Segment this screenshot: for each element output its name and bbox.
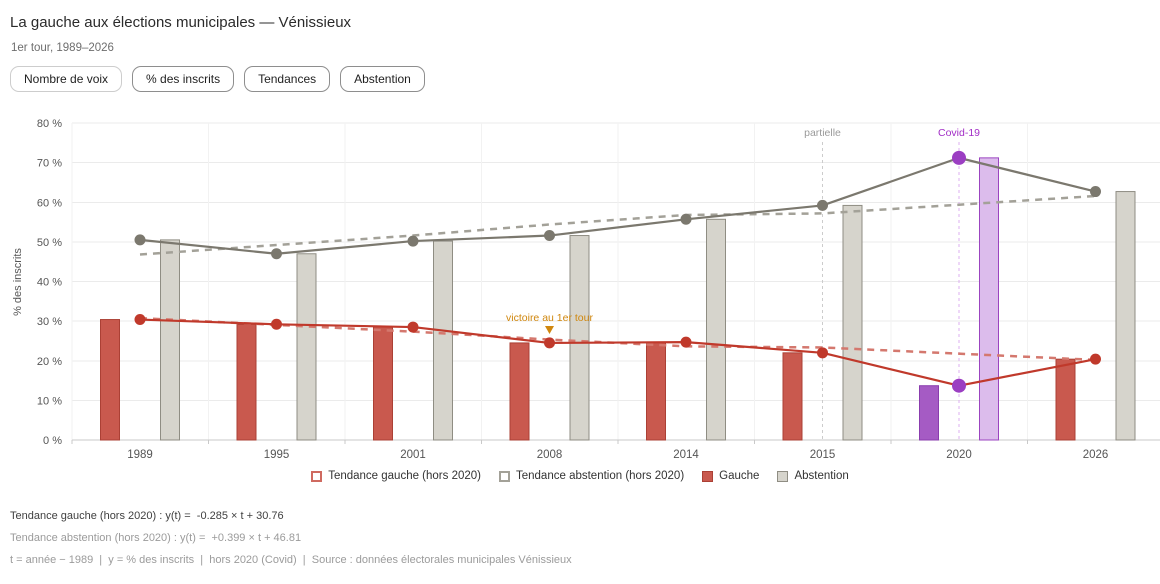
y-tick-0: 0 %	[43, 435, 62, 447]
button-abstention[interactable]: Abstention	[340, 66, 425, 92]
page: La gauche aux élections municipales — Vé…	[0, 14, 1160, 584]
annotation-label-victoire-au-1er-tour: victoire au 1er tour	[506, 312, 593, 324]
dot-abstention-2020[interactable]	[952, 150, 966, 165]
bar-abstention-2008[interactable]	[569, 235, 590, 441]
legend-item-tendance-abstention-hors-2020[interactable]: Tendance abstention (hors 2020)	[499, 470, 684, 482]
legend-label: Tendance abstention (hors 2020)	[516, 470, 685, 482]
source-note: t = année − 1989 | y = % des inscrits | …	[10, 554, 572, 566]
x-tick-2026: 2026	[1083, 449, 1109, 461]
legend-item-tendance-gauche-hors-2020[interactable]: Tendance gauche (hors 2020)	[311, 470, 481, 482]
bar-gauche-1995[interactable]	[236, 323, 257, 441]
y-tick-70: 70 %	[37, 158, 62, 170]
bar-abstention-2014[interactable]	[706, 218, 726, 441]
dot-gauche-2001[interactable]	[407, 321, 419, 333]
x-tick-1995: 1995	[264, 449, 290, 461]
bar-gauche-2015[interactable]	[782, 352, 803, 441]
annotation-label-covid-19: Covid-19	[938, 127, 980, 139]
bar-gauche-2026[interactable]	[1055, 358, 1076, 441]
bar-gauche-2001[interactable]	[373, 326, 393, 441]
dot-gauche-1995[interactable]	[271, 318, 282, 330]
trend-gauche-equation: Tendance gauche (hors 2020) : y(t) = -0.…	[10, 510, 284, 522]
dot-gauche-2020[interactable]	[952, 378, 966, 393]
y-tick-30: 30 %	[37, 316, 62, 328]
bar-abstention-2026[interactable]	[1115, 191, 1136, 441]
dot-gauche-2026[interactable]	[1090, 353, 1101, 365]
bar-gauche-1989[interactable]	[100, 319, 120, 441]
dot-abstention-2015[interactable]	[817, 199, 828, 211]
legend-swatch-dashed	[499, 470, 510, 482]
legend-swatch-solid	[702, 470, 714, 482]
dot-gauche-2014[interactable]	[680, 336, 692, 348]
x-tick-2001: 2001	[400, 449, 426, 461]
y-axis-title: % des inscrits	[12, 248, 24, 316]
bar-gauche-2020[interactable]	[919, 385, 939, 441]
page-title: La gauche aux élections municipales — Vé…	[10, 14, 352, 31]
y-tick-10: 10 %	[37, 395, 62, 407]
x-tick-2020: 2020	[946, 449, 972, 461]
y-tick-50: 50 %	[37, 237, 62, 249]
bar-gauche-2014[interactable]	[646, 341, 666, 441]
trendline-tendance-abstention-hors-2020	[139, 194, 1096, 256]
chart-footnotes: Tendance gauche (hors 2020) : y(t) = -0.…	[10, 510, 1160, 566]
button-nombre-de-voix[interactable]: Nombre de voix	[10, 66, 123, 92]
y-tick-80: 80 %	[37, 118, 62, 130]
legend-label: Abstention	[794, 470, 849, 482]
bar-gauche-2008[interactable]	[509, 342, 530, 441]
chart-canvas: 0 % 10 % 20 % 30 % 40 % 50 % 60 % 70 % 80 % parti…	[12, 118, 1160, 461]
legend-swatch-dashed	[311, 470, 323, 482]
dot-abstention-1995[interactable]	[271, 248, 282, 260]
legend-item-abstention[interactable]: Abstention	[777, 470, 849, 482]
legend-label: Tendance gauche (hors 2020)	[328, 470, 481, 482]
x-tick-1989: 1989	[127, 449, 153, 461]
x-tick-2015: 2015	[810, 449, 836, 461]
chart-legend: Tendance gauche (hors 2020) Tendance abst…	[0, 468, 1160, 484]
line-abstention	[139, 156, 1096, 255]
dot-gauche-2008[interactable]	[544, 337, 555, 349]
bar-abstention-2001[interactable]	[433, 240, 453, 441]
trend-abstention-equation: Tendance abstention (hors 2020) : y(t) =…	[10, 532, 302, 544]
annotation-label-partielle: partielle	[804, 127, 841, 139]
x-tick-2008: 2008	[537, 449, 563, 461]
bar-abstention-1989[interactable]	[160, 239, 180, 441]
dot-abstention-2014[interactable]	[680, 213, 692, 225]
y-tick-60: 60 %	[37, 197, 62, 209]
legend-label: Gauche	[719, 470, 760, 482]
dot-abstention-2026[interactable]	[1090, 186, 1101, 198]
y-tick-20: 20 %	[37, 356, 62, 368]
legend-item-gauche[interactable]: Gauche	[702, 470, 759, 482]
button-tendances[interactable]: Tendances	[244, 66, 331, 92]
bar-abstention-2015[interactable]	[842, 204, 863, 441]
line-gauche	[139, 318, 1096, 387]
dot-abstention-2008[interactable]	[544, 230, 555, 242]
annotation-arrow-icon	[545, 326, 554, 334]
toolbar: Nombre de voix % des inscrits Tendances Abs…	[10, 66, 1160, 92]
bar-abstention-2020[interactable]	[979, 157, 999, 441]
dot-abstention-1989[interactable]	[134, 234, 146, 246]
dot-gauche-1989[interactable]	[134, 314, 146, 326]
x-tick-2014: 2014	[673, 449, 699, 461]
bar-abstention-1995[interactable]	[296, 253, 317, 441]
dot-abstention-2001[interactable]	[407, 235, 419, 247]
button-des-inscrits[interactable]: % des inscrits	[132, 66, 235, 92]
y-tick-40: 40 %	[37, 277, 62, 289]
dot-gauche-2015[interactable]	[817, 347, 828, 359]
page-subtitle: 1er tour, 1989–2026	[11, 42, 114, 54]
legend-swatch-solid	[777, 470, 789, 482]
